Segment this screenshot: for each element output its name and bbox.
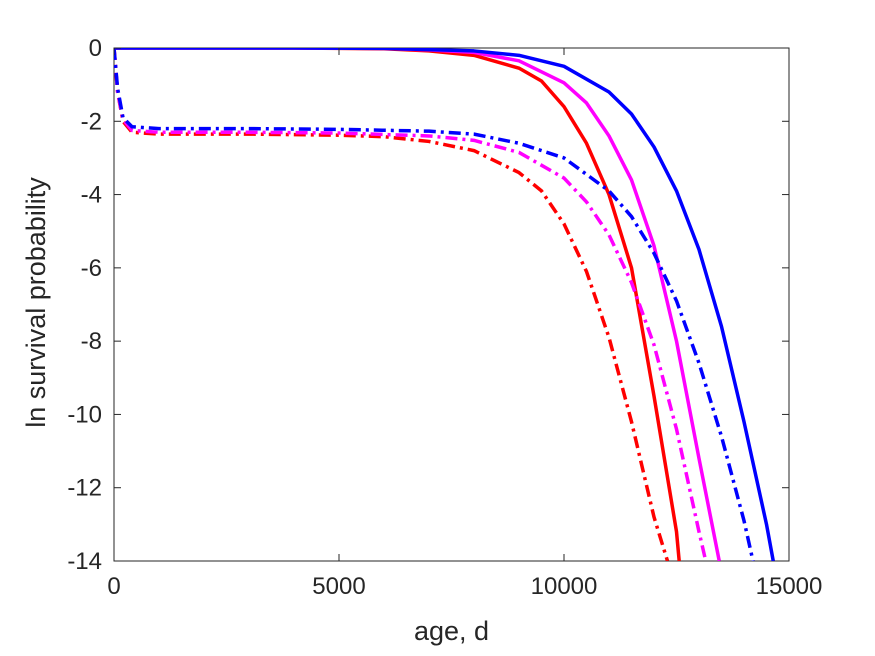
- y-tick-label: -2: [81, 108, 102, 135]
- series-line-3-solid: [114, 48, 775, 561]
- y-tick-label: -8: [81, 328, 102, 355]
- x-axis-label: age, d: [414, 616, 489, 646]
- series-line-6-dashdot: [114, 48, 755, 561]
- series-line-1-solid: [114, 48, 681, 561]
- y-tick-label: -6: [81, 255, 102, 282]
- y-tick-label: -14: [67, 548, 102, 575]
- x-tick-label: 5000: [312, 573, 365, 600]
- series-line-5-dashdot: [114, 48, 708, 561]
- y-axis-ticks: 0 -2 -4 -6 -8 -10 -12 -14: [67, 35, 789, 575]
- y-axis-label: ln survival probability: [21, 177, 51, 428]
- plot-frame: [113, 47, 790, 562]
- x-tick-label: 10000: [531, 573, 598, 600]
- x-axis-ticks: 0 5000 10000 15000: [107, 48, 822, 600]
- series-line-2-solid: [114, 48, 721, 561]
- plot-area: 0 5000 10000 15000 0 -2 -4 -6 -8 -10 -12 -14: [67, 35, 822, 600]
- y-tick-label: -4: [81, 182, 102, 209]
- y-tick-label: 0: [89, 35, 102, 62]
- series-line-4-dashdot: [114, 48, 670, 561]
- y-tick-label: -12: [67, 475, 102, 502]
- x-tick-label: 0: [107, 573, 120, 600]
- x-tick-label: 15000: [756, 573, 823, 600]
- y-tick-label: -10: [67, 401, 102, 428]
- series-layer: [114, 48, 775, 561]
